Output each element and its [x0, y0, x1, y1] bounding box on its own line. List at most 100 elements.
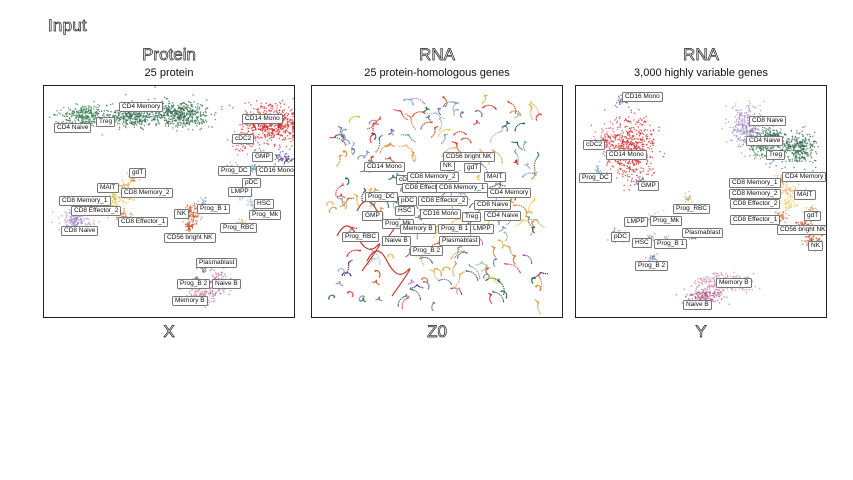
cell-trajectory [530, 220, 535, 236]
cluster-label-prog-mk: Prog_Mk [249, 210, 282, 220]
cluster-label-memory-b: Memory B [172, 296, 208, 306]
cluster-points-cd56-bright-nk [184, 220, 198, 236]
cluster-label-prog-b-1: Prog_B 1 [654, 239, 688, 249]
cell-trajectory [473, 120, 480, 125]
cell-trajectory [350, 141, 356, 155]
cluster-label-prog-rbc: Prog_RBC [220, 223, 258, 233]
cluster-label-cd14-mono: CD14 Mono [606, 150, 647, 160]
scatter-plot-area [590, 94, 823, 308]
cell-trajectory [353, 193, 360, 207]
cell-trajectory [437, 128, 451, 138]
panel-title-rna-3000: RNA [683, 45, 720, 65]
cell-trajectory [500, 290, 508, 299]
cluster-label-cd8-naive: CD8 Naive [474, 200, 512, 210]
cell-trajectory [453, 131, 467, 136]
cell-trajectory [342, 150, 348, 158]
cluster-label-hsc: HSC [254, 199, 274, 209]
cluster-label-cd14-mono: CD14 Mono [242, 114, 283, 124]
panel-subtitle-protein: 25 protein [144, 67, 194, 79]
panel-variable-z0: Z0 [427, 322, 448, 342]
cluster-label-cd4-naive: CD4 Naive [484, 211, 522, 221]
scatter-panel-protein: CD4 Memory Treg CD4 Naive CD14 Mono cDC2 GMP p… [43, 85, 295, 318]
cluster-label-nk: NK [440, 161, 456, 171]
cell-trajectory [482, 104, 497, 110]
cell-trajectory [337, 267, 345, 273]
cell-trajectory [456, 251, 468, 259]
cluster-points-cd8-effector-2 [779, 195, 799, 210]
cluster-label-naive-b: Naive B [212, 279, 241, 289]
cell-trajectory [334, 134, 345, 139]
cell-trajectory [531, 271, 549, 279]
cluster-label-plasmablast: Plasmablast [196, 258, 238, 268]
cell-trajectory [534, 299, 542, 315]
cell-trajectory [363, 150, 370, 158]
cluster-label-pdc: pDC [398, 196, 418, 206]
cell-trajectory [372, 279, 380, 286]
cell-trajectory [384, 142, 395, 148]
cell-trajectory [492, 258, 498, 267]
cell-trajectory [488, 292, 493, 304]
cell-trajectory [455, 287, 461, 295]
cell-trajectory [430, 126, 439, 138]
cluster-label-treg: Treg [766, 150, 786, 160]
cell-trajectory [375, 134, 383, 153]
cell-trajectory [497, 239, 504, 249]
cell-trajectory [336, 193, 346, 199]
cluster-label-gdt: gdT [804, 211, 822, 221]
cell-trajectory [481, 94, 488, 104]
cell-trajectory [531, 171, 538, 180]
cell-trajectory [503, 231, 508, 242]
cell-trajectory [501, 125, 509, 132]
cell-trajectory [433, 268, 443, 277]
cluster-label-plasmablast: Plasmablast [682, 228, 724, 238]
panel-title-protein: Protein [142, 45, 197, 65]
cell-trajectory [422, 106, 430, 113]
cell-trajectory [369, 132, 375, 144]
cell-trajectory [348, 115, 361, 123]
panel-variable-x: X [163, 322, 175, 342]
cluster-label-memory-b: Memory B [716, 278, 752, 288]
cell-trajectory [409, 287, 422, 301]
cell-trajectory [341, 138, 351, 145]
cell-trajectory [402, 98, 414, 106]
cell-trajectory [387, 253, 395, 259]
cell-trajectory [336, 154, 343, 167]
cell-trajectory [335, 280, 344, 287]
cluster-label-hsc: HSC [395, 206, 415, 216]
cell-trajectory [414, 215, 423, 221]
cell-trajectory [521, 172, 537, 178]
cell-trajectory [401, 295, 410, 310]
cell-trajectory [347, 290, 354, 298]
cluster-label-cd8-effector-2: CD8 Effector_2 [730, 199, 781, 209]
cell-trajectory [465, 270, 479, 281]
cluster-label-mait: MAIT [794, 190, 816, 200]
cell-trajectory [453, 108, 459, 116]
cell-trajectory [342, 201, 348, 210]
cell-trajectory [328, 294, 336, 300]
cluster-label-naive-b: Naive B [683, 300, 712, 310]
cluster-label-prog-b-2: Prog_B 2 [410, 246, 444, 256]
cell-trajectory [361, 187, 367, 203]
cell-trajectory [437, 107, 442, 116]
cell-trajectory [492, 290, 505, 303]
cluster-label-cdc2: cDC2 [232, 134, 255, 144]
cell-trajectory [410, 150, 415, 163]
cell-trajectory [421, 277, 429, 283]
cell-trajectory [525, 211, 533, 218]
cluster-label-nk: NK [808, 241, 824, 251]
cluster-label-mait: MAIT [97, 183, 119, 193]
cell-trajectory [486, 276, 499, 285]
cluster-label-cd16-mono: CD16 Mono [420, 209, 461, 219]
cell-trajectory [442, 266, 451, 272]
cell-trajectory [375, 296, 383, 302]
cluster-label-prog-rbc: Prog_RBC [673, 204, 711, 214]
cell-trajectory [429, 269, 439, 281]
cell-trajectory [474, 109, 483, 118]
cell-trajectory [489, 129, 503, 143]
cluster-label-cd8-effector-1: CD8 Effector_1 [730, 215, 781, 225]
cluster-label-gmp: GMP [638, 181, 659, 191]
cell-trajectory [507, 100, 517, 114]
cell-trajectory [531, 226, 535, 234]
cluster-label-cd16-mono: CD16 Mono [622, 92, 663, 102]
